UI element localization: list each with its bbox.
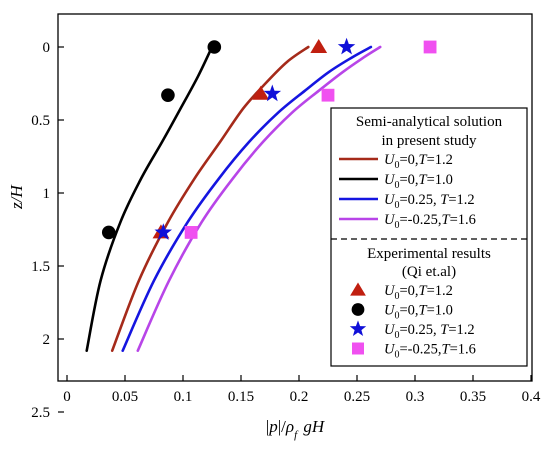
y-tick-label: 2.5 bbox=[31, 405, 50, 421]
x-tick-label: 0 bbox=[63, 389, 71, 405]
x-tick-label: 0.15 bbox=[228, 389, 254, 405]
legend-box bbox=[330, 107, 528, 367]
data-point-circle bbox=[161, 88, 175, 102]
data-point-square bbox=[184, 226, 198, 239]
y-axis-ticks: 0 0.5 1 1.5 2 2.5 bbox=[31, 40, 64, 421]
series-line bbox=[110, 45, 310, 352]
x-axis-ticks: 0 0.05 0.1 0.15 0.2 0.25 0.3 0.35 0.4 bbox=[63, 375, 541, 405]
x-tick-label: 0.2 bbox=[290, 389, 309, 405]
legend-heading-4: (Qi et.al) bbox=[402, 264, 456, 280]
data-point-star bbox=[263, 84, 282, 102]
legend: Semi-analytical solution in present stud… bbox=[330, 107, 528, 367]
data-point-star bbox=[154, 223, 172, 240]
data-point-circle bbox=[207, 40, 222, 54]
data-point-triangle bbox=[252, 85, 270, 100]
series-line bbox=[121, 45, 373, 352]
legend-heading-1: Semi-analytical solution bbox=[356, 114, 503, 130]
y-tick-label: 0 bbox=[43, 40, 51, 56]
x-tick-label: 0.25 bbox=[344, 389, 370, 405]
legend-label: U0=0,T=1.0 bbox=[384, 303, 453, 322]
legend-label: U0=0,T=1.0 bbox=[384, 172, 453, 191]
y-axis-label: z/H bbox=[7, 183, 26, 209]
legend-swatch-triangle bbox=[350, 282, 366, 296]
series-line bbox=[85, 45, 214, 352]
legend-label: U0=0,T=1.2 bbox=[384, 283, 453, 302]
data-point-circle bbox=[101, 225, 116, 240]
legend-label: U0=-0.25,T=1.6 bbox=[384, 212, 476, 231]
legend-label: U0=-0.25,T=1.6 bbox=[384, 342, 476, 361]
legend-label: U0=0.25, T=1.2 bbox=[384, 322, 475, 341]
legend-entries: U0=0,T=1.2U0=0,T=1.0U0=0.25, T=1.2U0=-0.… bbox=[339, 152, 476, 361]
y-tick-label: 2 bbox=[43, 332, 51, 348]
legend-swatch-circle bbox=[351, 303, 365, 316]
legend-swatch-star bbox=[349, 320, 367, 336]
data-point-star bbox=[337, 37, 356, 55]
plot-frame bbox=[57, 13, 533, 382]
legend-heading-3: Experimental results bbox=[367, 246, 491, 262]
x-tick-label: 0.05 bbox=[112, 389, 138, 405]
legend-label: U0=0.25, T=1.2 bbox=[384, 192, 475, 211]
x-tick-label: 0.1 bbox=[174, 389, 193, 405]
series-line bbox=[136, 45, 382, 352]
y-tick-label: 0.5 bbox=[31, 113, 50, 129]
x-tick-label: 0.35 bbox=[460, 389, 486, 405]
x-tick-label: 0.3 bbox=[406, 389, 425, 405]
data-point-triangle bbox=[310, 39, 328, 53]
data-point-square bbox=[321, 88, 335, 102]
curves-layer bbox=[85, 45, 382, 352]
data-point-square bbox=[423, 40, 437, 54]
legend-heading-2: in present study bbox=[382, 133, 477, 149]
y-tick-label: 1.5 bbox=[31, 259, 50, 275]
x-tick-label: 0.4 bbox=[522, 389, 541, 405]
legend-label: U0=0,T=1.2 bbox=[384, 152, 453, 171]
markers-layer bbox=[101, 37, 437, 240]
x-axis-label: |p|/ρf gH bbox=[266, 417, 326, 441]
y-tick-label: 1 bbox=[43, 186, 51, 202]
legend-swatch-square bbox=[352, 342, 364, 355]
